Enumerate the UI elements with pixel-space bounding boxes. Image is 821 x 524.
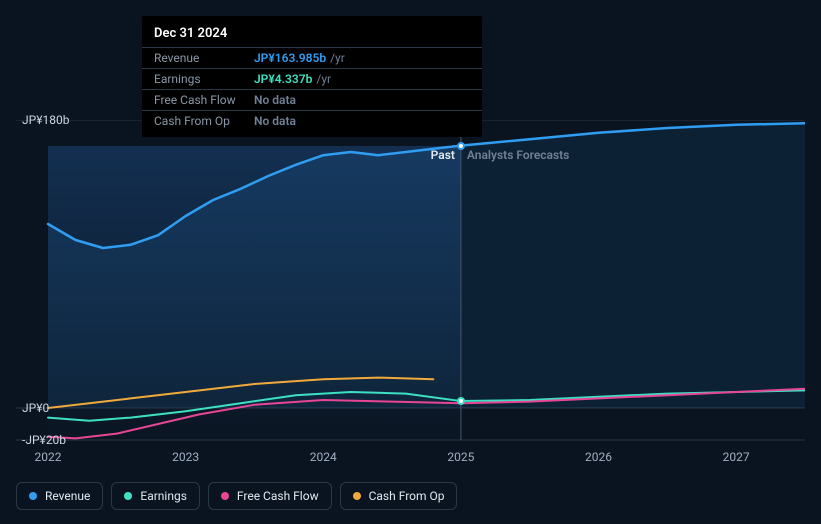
financials-chart: JP¥180bJP¥0-JP¥20b PastAnalysts Forecast…: [16, 120, 805, 450]
legend-dot-icon: [124, 492, 132, 500]
legend-label: Free Cash Flow: [237, 489, 319, 503]
tooltip-title: Dec 31 2024: [142, 26, 482, 47]
chart-marker: [457, 397, 465, 405]
tooltip-row: Free Cash FlowNo data: [142, 89, 482, 110]
tooltip-row-value: No data: [254, 114, 296, 128]
tooltip-row-unit: /yr: [316, 72, 331, 86]
tooltip-row: RevenueJP¥163.985b/yr: [142, 47, 482, 68]
chart-tooltip: Dec 31 2024 RevenueJP¥163.985b/yrEarning…: [142, 16, 482, 137]
x-axis-label: 2026: [585, 450, 612, 464]
y-axis-label: -JP¥20b: [22, 433, 66, 447]
tooltip-row-label: Earnings: [154, 72, 254, 86]
tooltip-row: Cash From OpNo data: [142, 110, 482, 131]
y-axis-label: JP¥0: [22, 401, 49, 415]
legend-label: Earnings: [140, 489, 187, 503]
x-axis-label: 2027: [723, 450, 750, 464]
legend-label: Cash From Op: [369, 489, 445, 503]
forecast-label: Analysts Forecasts: [467, 148, 569, 162]
legend-dot-icon: [353, 492, 361, 500]
legend-item-fcf[interactable]: Free Cash Flow: [208, 482, 332, 510]
legend-item-revenue[interactable]: Revenue: [16, 482, 103, 510]
legend-dot-icon: [29, 492, 37, 500]
legend-dot-icon: [221, 492, 229, 500]
legend-item-cfo[interactable]: Cash From Op: [340, 482, 458, 510]
tooltip-row: EarningsJP¥4.337b/yr: [142, 68, 482, 89]
chart-marker: [457, 142, 465, 150]
x-axis-label: 2025: [447, 450, 474, 464]
legend-item-earnings[interactable]: Earnings: [111, 482, 200, 510]
chart-legend: Revenue Earnings Free Cash Flow Cash From O…: [16, 482, 457, 510]
x-axis-label: 2023: [172, 450, 199, 464]
tooltip-row-value: JP¥4.337b: [254, 72, 312, 86]
legend-label: Revenue: [45, 489, 90, 503]
tooltip-row-label: Free Cash Flow: [154, 93, 254, 107]
x-axis: 2022 2023 2024 2025 2026 2027: [16, 450, 805, 470]
past-label: Past: [431, 148, 455, 162]
tooltip-row-value: No data: [254, 93, 296, 107]
tooltip-row-label: Revenue: [154, 51, 254, 65]
tooltip-row-label: Cash From Op: [154, 114, 254, 128]
tooltip-row-value: JP¥163.985b: [254, 51, 326, 65]
tooltip-row-unit: /yr: [330, 51, 345, 65]
y-axis-label: JP¥180b: [22, 113, 69, 127]
x-axis-label: 2022: [35, 450, 62, 464]
chart-svg: [16, 120, 805, 450]
x-axis-label: 2024: [310, 450, 337, 464]
